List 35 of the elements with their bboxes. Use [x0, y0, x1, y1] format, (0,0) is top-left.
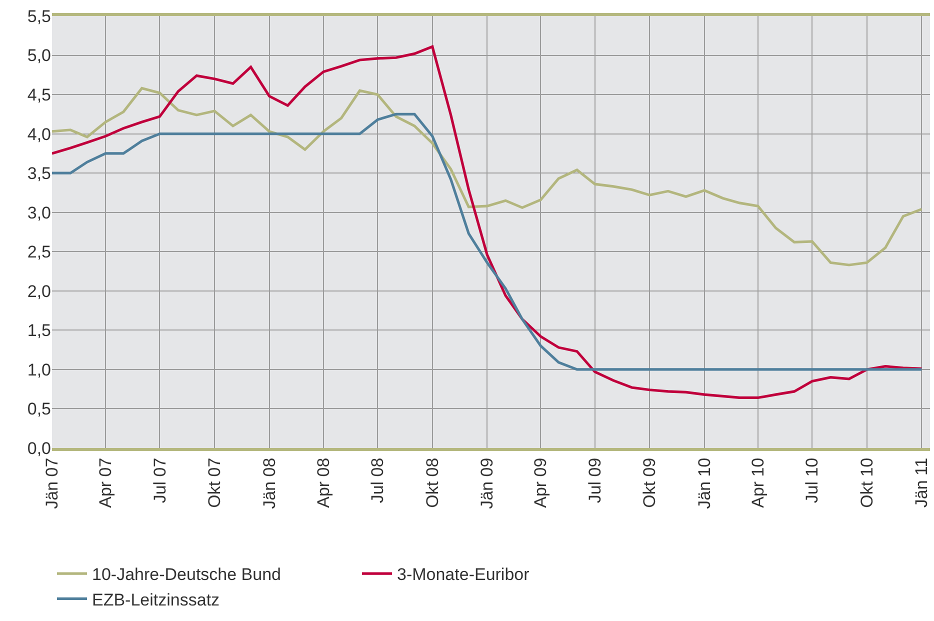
y-tick-label: 4,5 — [27, 86, 51, 104]
x-tick-label: Jän 09 — [478, 458, 497, 509]
y-tick-label: 0,5 — [27, 400, 51, 419]
y-tick-label: 2,5 — [27, 242, 51, 262]
y-tick-label: 3,0 — [27, 203, 51, 222]
line-series — [52, 112, 923, 371]
y-tick-label: 3,5 — [27, 164, 51, 184]
x-tick-label: Apr 10 — [748, 458, 768, 508]
y-tick-label: 1,0 — [27, 360, 51, 380]
x-tick-label: Apr 09 — [531, 458, 550, 508]
y-tick-label: 4,0 — [27, 124, 51, 144]
x-tick-label: Okt 09 — [640, 458, 660, 508]
x-tick-label: Jän 10 — [694, 458, 714, 509]
x-tick-label: Jul 07 — [150, 458, 170, 504]
x-tick-label: Apr 07 — [96, 458, 116, 508]
legend-label: EZB-Leitzinssatz — [92, 590, 220, 610]
y-tick-label: 5,5 — [27, 6, 51, 26]
legend-label: 10-Jahre-Deutsche Bund — [92, 565, 282, 584]
x-tick-label: Jän 11 — [912, 458, 932, 508]
y-tick-label: 2,0 — [27, 282, 51, 301]
line-series — [52, 86, 923, 266]
x-tick-label: Jul 08 — [368, 458, 388, 504]
y-tick-label: 5,0 — [27, 46, 51, 66]
x-tick-label: Okt 10 — [857, 458, 876, 508]
x-tick-label: Okt 08 — [422, 458, 442, 508]
y-tick-label: 0,0 — [27, 438, 51, 458]
x-tick-label: Jul 09 — [585, 458, 604, 504]
line-series — [52, 45, 923, 400]
x-tick-label: Jän 08 — [260, 458, 279, 509]
x-tick-label: Apr 08 — [314, 458, 333, 508]
y-tick-label: 1,5 — [27, 321, 51, 340]
x-tick-label: Jul 10 — [802, 458, 822, 504]
x-tick-label: Jän 07 — [42, 458, 62, 509]
x-tick-label: Okt 07 — [205, 458, 224, 508]
legend-label: 3-Monate-Euribor — [397, 565, 530, 584]
